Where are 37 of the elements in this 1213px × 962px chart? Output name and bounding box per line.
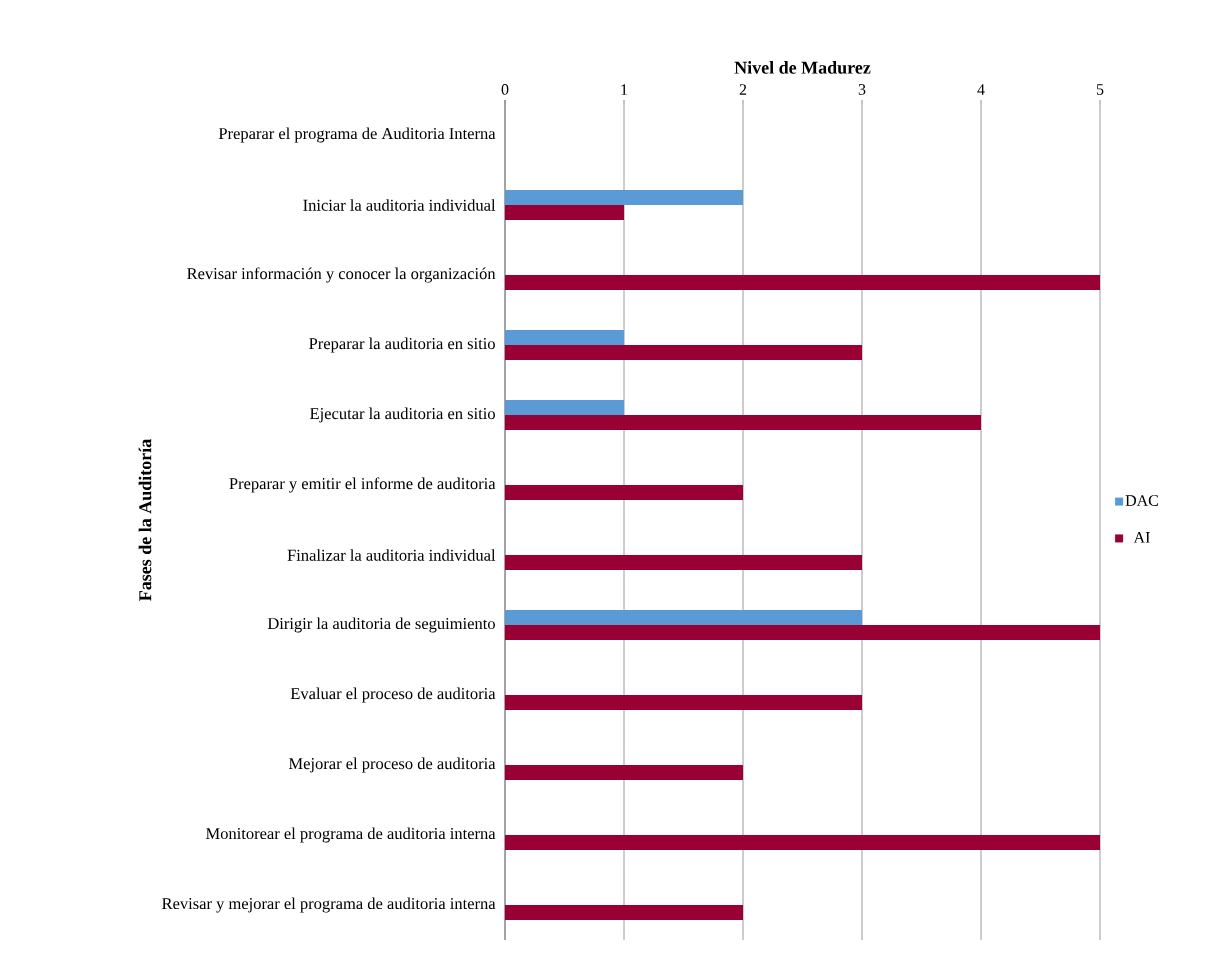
bar <box>505 765 743 781</box>
y-tick-label: Preparar y emitir el informe de auditoria <box>229 477 496 493</box>
y-tick-label: Preparar el programa de Auditoria Interna <box>218 127 496 143</box>
bar <box>505 415 982 430</box>
y-tick-label: Monitorear el programa de auditoria interna <box>206 827 496 843</box>
bar <box>505 610 862 626</box>
y-tick-label: Finalizar la auditoria individual <box>287 549 496 561</box>
x-tick-label: 2 <box>739 84 747 95</box>
x-tick-label: 4 <box>977 84 985 95</box>
y-tick-label: Evaluar el proceso de auditoria <box>290 687 496 703</box>
bar <box>505 485 743 500</box>
y-tick-label: Preparar la auditoria en sitio <box>309 337 495 353</box>
x-tick-label: 0 <box>501 84 509 95</box>
x-tick-label: 5 <box>1096 84 1104 95</box>
bar <box>505 330 624 345</box>
bar <box>505 835 1101 851</box>
x-tick-label: 3 <box>858 84 866 95</box>
bar <box>505 695 862 711</box>
x-axis-title: Nivel de Madurez <box>734 61 871 74</box>
legend-label: DAC <box>1125 495 1158 506</box>
bar <box>505 275 1101 290</box>
y-tick-label: Revisar y mejorar el programa de auditoria interna <box>162 897 496 913</box>
y-tick-label: Iniciar la auditoria individual <box>303 199 496 211</box>
x-tick-label: 1 <box>621 84 628 95</box>
bar <box>505 555 862 570</box>
bar <box>505 905 743 921</box>
legend-label: AI <box>1133 532 1150 543</box>
bar <box>505 205 624 220</box>
y-tick-label: Mejorar el proceso de auditoria <box>288 757 496 773</box>
bar <box>505 625 1101 641</box>
y-axis-title: Fases de la Auditoría <box>138 439 152 601</box>
y-tick-label: Dirigir la auditoria de seguimiento <box>267 617 495 633</box>
bar <box>505 400 624 415</box>
bar <box>505 345 862 360</box>
y-tick-label: Ejecutar la auditoria en sitio <box>310 407 495 423</box>
y-tick-label: Revisar información y conocer la organización <box>187 267 496 283</box>
bar <box>505 190 743 205</box>
